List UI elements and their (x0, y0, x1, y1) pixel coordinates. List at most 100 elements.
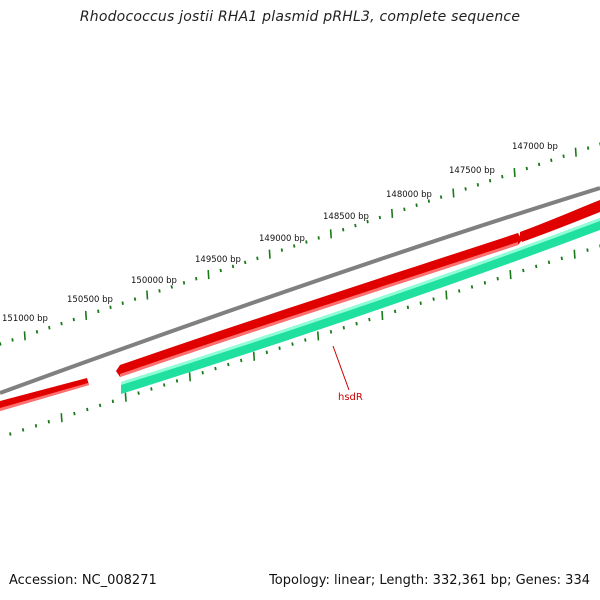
inner-minor-tick (214, 366, 217, 371)
outer-minor-tick (60, 321, 63, 326)
inner-major-tick (188, 372, 191, 382)
tick-label: 151000 bp (2, 314, 48, 324)
outer-major-tick (391, 208, 394, 218)
inner-minor-tick (470, 285, 474, 289)
inner-minor-tick (73, 411, 76, 416)
outer-minor-tick (464, 187, 467, 191)
forward-strand-genes (0, 200, 600, 411)
outer-major-tick (207, 270, 210, 280)
outer-minor-tick (35, 330, 39, 334)
outer-major-tick (452, 188, 455, 198)
outer-minor-tick (48, 325, 51, 330)
outer-minor-tick (219, 268, 222, 273)
tick-label: 147000 bp (512, 142, 558, 152)
inner-minor-tick (547, 260, 551, 265)
outer-minor-tick (121, 301, 124, 305)
inner-minor-tick (419, 301, 422, 305)
inner-major-tick (573, 249, 576, 259)
tick-label: 150500 bp (67, 295, 113, 305)
inner-minor-tick (560, 256, 563, 261)
inner-minor-tick (329, 330, 333, 334)
gene-label-hsdR: hsdR (338, 392, 363, 403)
inner-minor-tick (483, 281, 487, 285)
outer-minor-tick (537, 162, 541, 167)
outer-minor-tick (550, 158, 553, 163)
inner-minor-tick (458, 289, 461, 293)
inner-minor-tick (393, 309, 397, 314)
inner-minor-tick (240, 358, 243, 363)
tick-label: 149000 bp (259, 234, 305, 244)
inner-major-tick (509, 270, 512, 280)
outer-minor-tick (525, 166, 528, 171)
outer-minor-tick (562, 154, 565, 158)
forward-gene-right (520, 200, 600, 242)
outer-minor-tick (476, 183, 480, 187)
inner-minor-tick (9, 432, 12, 436)
outer-minor-tick (427, 199, 431, 203)
outer-major-tick (329, 229, 332, 239)
inner-minor-tick (522, 268, 525, 273)
outer-minor-tick (293, 244, 296, 248)
inner-minor-tick (291, 342, 294, 346)
tick-label: 150000 bp (131, 276, 177, 286)
sequence-backbone (0, 186, 600, 395)
inner-minor-tick (535, 264, 538, 269)
outer-minor-tick (317, 236, 320, 240)
outer-minor-tick (366, 219, 369, 224)
inner-minor-tick (111, 399, 115, 404)
inner-minor-tick (304, 338, 307, 342)
outer-minor-tick (231, 264, 235, 269)
gene-hsdR-highlight (121, 218, 600, 385)
inner-minor-tick (86, 407, 89, 412)
inner-minor-tick (175, 379, 179, 383)
outer-minor-tick (403, 207, 406, 212)
outer-minor-tick (586, 146, 590, 150)
outer-major-tick (574, 147, 577, 157)
outer-minor-tick (170, 285, 173, 289)
outer-minor-tick (72, 317, 75, 322)
inner-major-tick (252, 351, 256, 361)
inner-major-tick (60, 413, 63, 423)
tick-label: 149500 bp (195, 255, 241, 265)
outer-minor-tick (195, 276, 198, 281)
inner-minor-tick (201, 370, 204, 375)
inner-minor-tick (496, 276, 499, 281)
outer-minor-tick (11, 338, 14, 342)
outer-major-tick (268, 249, 271, 259)
outer-tick-row (0, 142, 600, 346)
outer-minor-tick (415, 203, 418, 207)
hsdR-leader-line (332, 345, 350, 391)
inner-minor-tick (21, 428, 25, 432)
outer-major-tick (84, 310, 88, 320)
inner-major-tick (445, 290, 448, 300)
outer-minor-tick (378, 215, 382, 220)
inner-tick-row (9, 244, 600, 436)
outer-minor-tick (354, 223, 357, 228)
inner-minor-tick (227, 362, 230, 367)
tick-label: 148500 bp (323, 212, 369, 222)
accession-text: Accession: NC_008271 (9, 573, 157, 588)
outer-minor-tick (342, 227, 345, 232)
inner-minor-tick (163, 383, 166, 387)
inner-minor-tick (137, 391, 140, 395)
outer-minor-tick (133, 297, 137, 301)
inner-minor-tick (406, 305, 410, 310)
outer-minor-tick (280, 248, 284, 252)
inner-minor-tick (278, 346, 281, 350)
inner-minor-tick (342, 325, 345, 330)
inner-major-tick (317, 331, 320, 341)
inner-minor-tick (355, 321, 358, 326)
forward-gene-main-highlight (120, 242, 518, 377)
reverse-strand-genes (121, 218, 600, 394)
outer-major-tick (23, 331, 26, 341)
inner-minor-tick (265, 350, 268, 355)
outer-minor-tick (109, 305, 112, 310)
outer-major-tick (513, 168, 516, 178)
inner-minor-tick (47, 419, 50, 424)
outer-minor-tick (158, 289, 161, 293)
outer-minor-tick (439, 195, 443, 199)
outer-minor-tick (182, 281, 186, 285)
tick-labels: 147000 bp 147500 bp 148000 bp 148500 bp 1490… (2, 142, 558, 324)
forward-gene-left-highlight (0, 383, 89, 411)
